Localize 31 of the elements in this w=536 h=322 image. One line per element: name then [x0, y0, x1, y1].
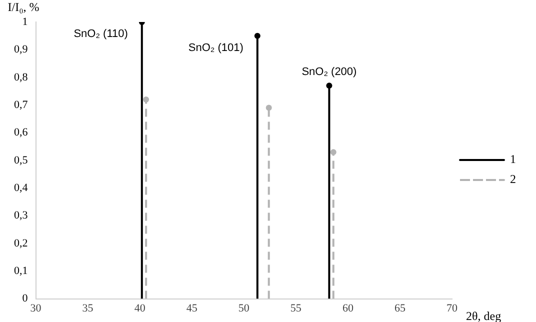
point: [254, 32, 260, 39]
x-tick-label: 60: [342, 302, 354, 314]
point: [143, 96, 150, 103]
x-tick-label: 35: [82, 302, 94, 314]
y-tick-label: 0,8: [14, 71, 28, 84]
y-tick-label: 0: [22, 292, 28, 305]
annotation: SnO₂ (200): [302, 66, 357, 78]
point: [266, 104, 272, 111]
y-tick-label: 0,6: [14, 126, 28, 139]
y-tick-label: 0,2: [14, 237, 28, 250]
x-tick-label: 70: [446, 302, 458, 314]
point: [326, 82, 332, 89]
y-tick-label: 1: [22, 16, 28, 28]
y-tick-label: 0,4: [14, 182, 28, 194]
y-axis-title: I/I₀, %: [8, 0, 40, 14]
y-tick-label: 0,3: [14, 210, 28, 222]
y-tick-label: 0,5: [14, 154, 28, 166]
x-tick-label: 45: [186, 302, 198, 314]
x-tick-label: 40: [134, 302, 146, 314]
legend-label: 2: [510, 172, 516, 186]
legend-label: 1: [510, 152, 516, 166]
point: [330, 149, 336, 156]
x-tick-label: 65: [394, 302, 406, 314]
x-tick-label: 55: [290, 302, 302, 314]
annotation: SnO₂ (110): [74, 28, 128, 40]
x-tick-label: 50: [238, 302, 250, 314]
y-tick-label: 0,7: [14, 98, 28, 111]
x-tick-label: 30: [30, 302, 42, 314]
y-tick-label: 0,1: [14, 265, 28, 278]
annotation: SnO₂ (101): [188, 42, 244, 54]
y-tick-label: 0,9: [14, 44, 28, 56]
